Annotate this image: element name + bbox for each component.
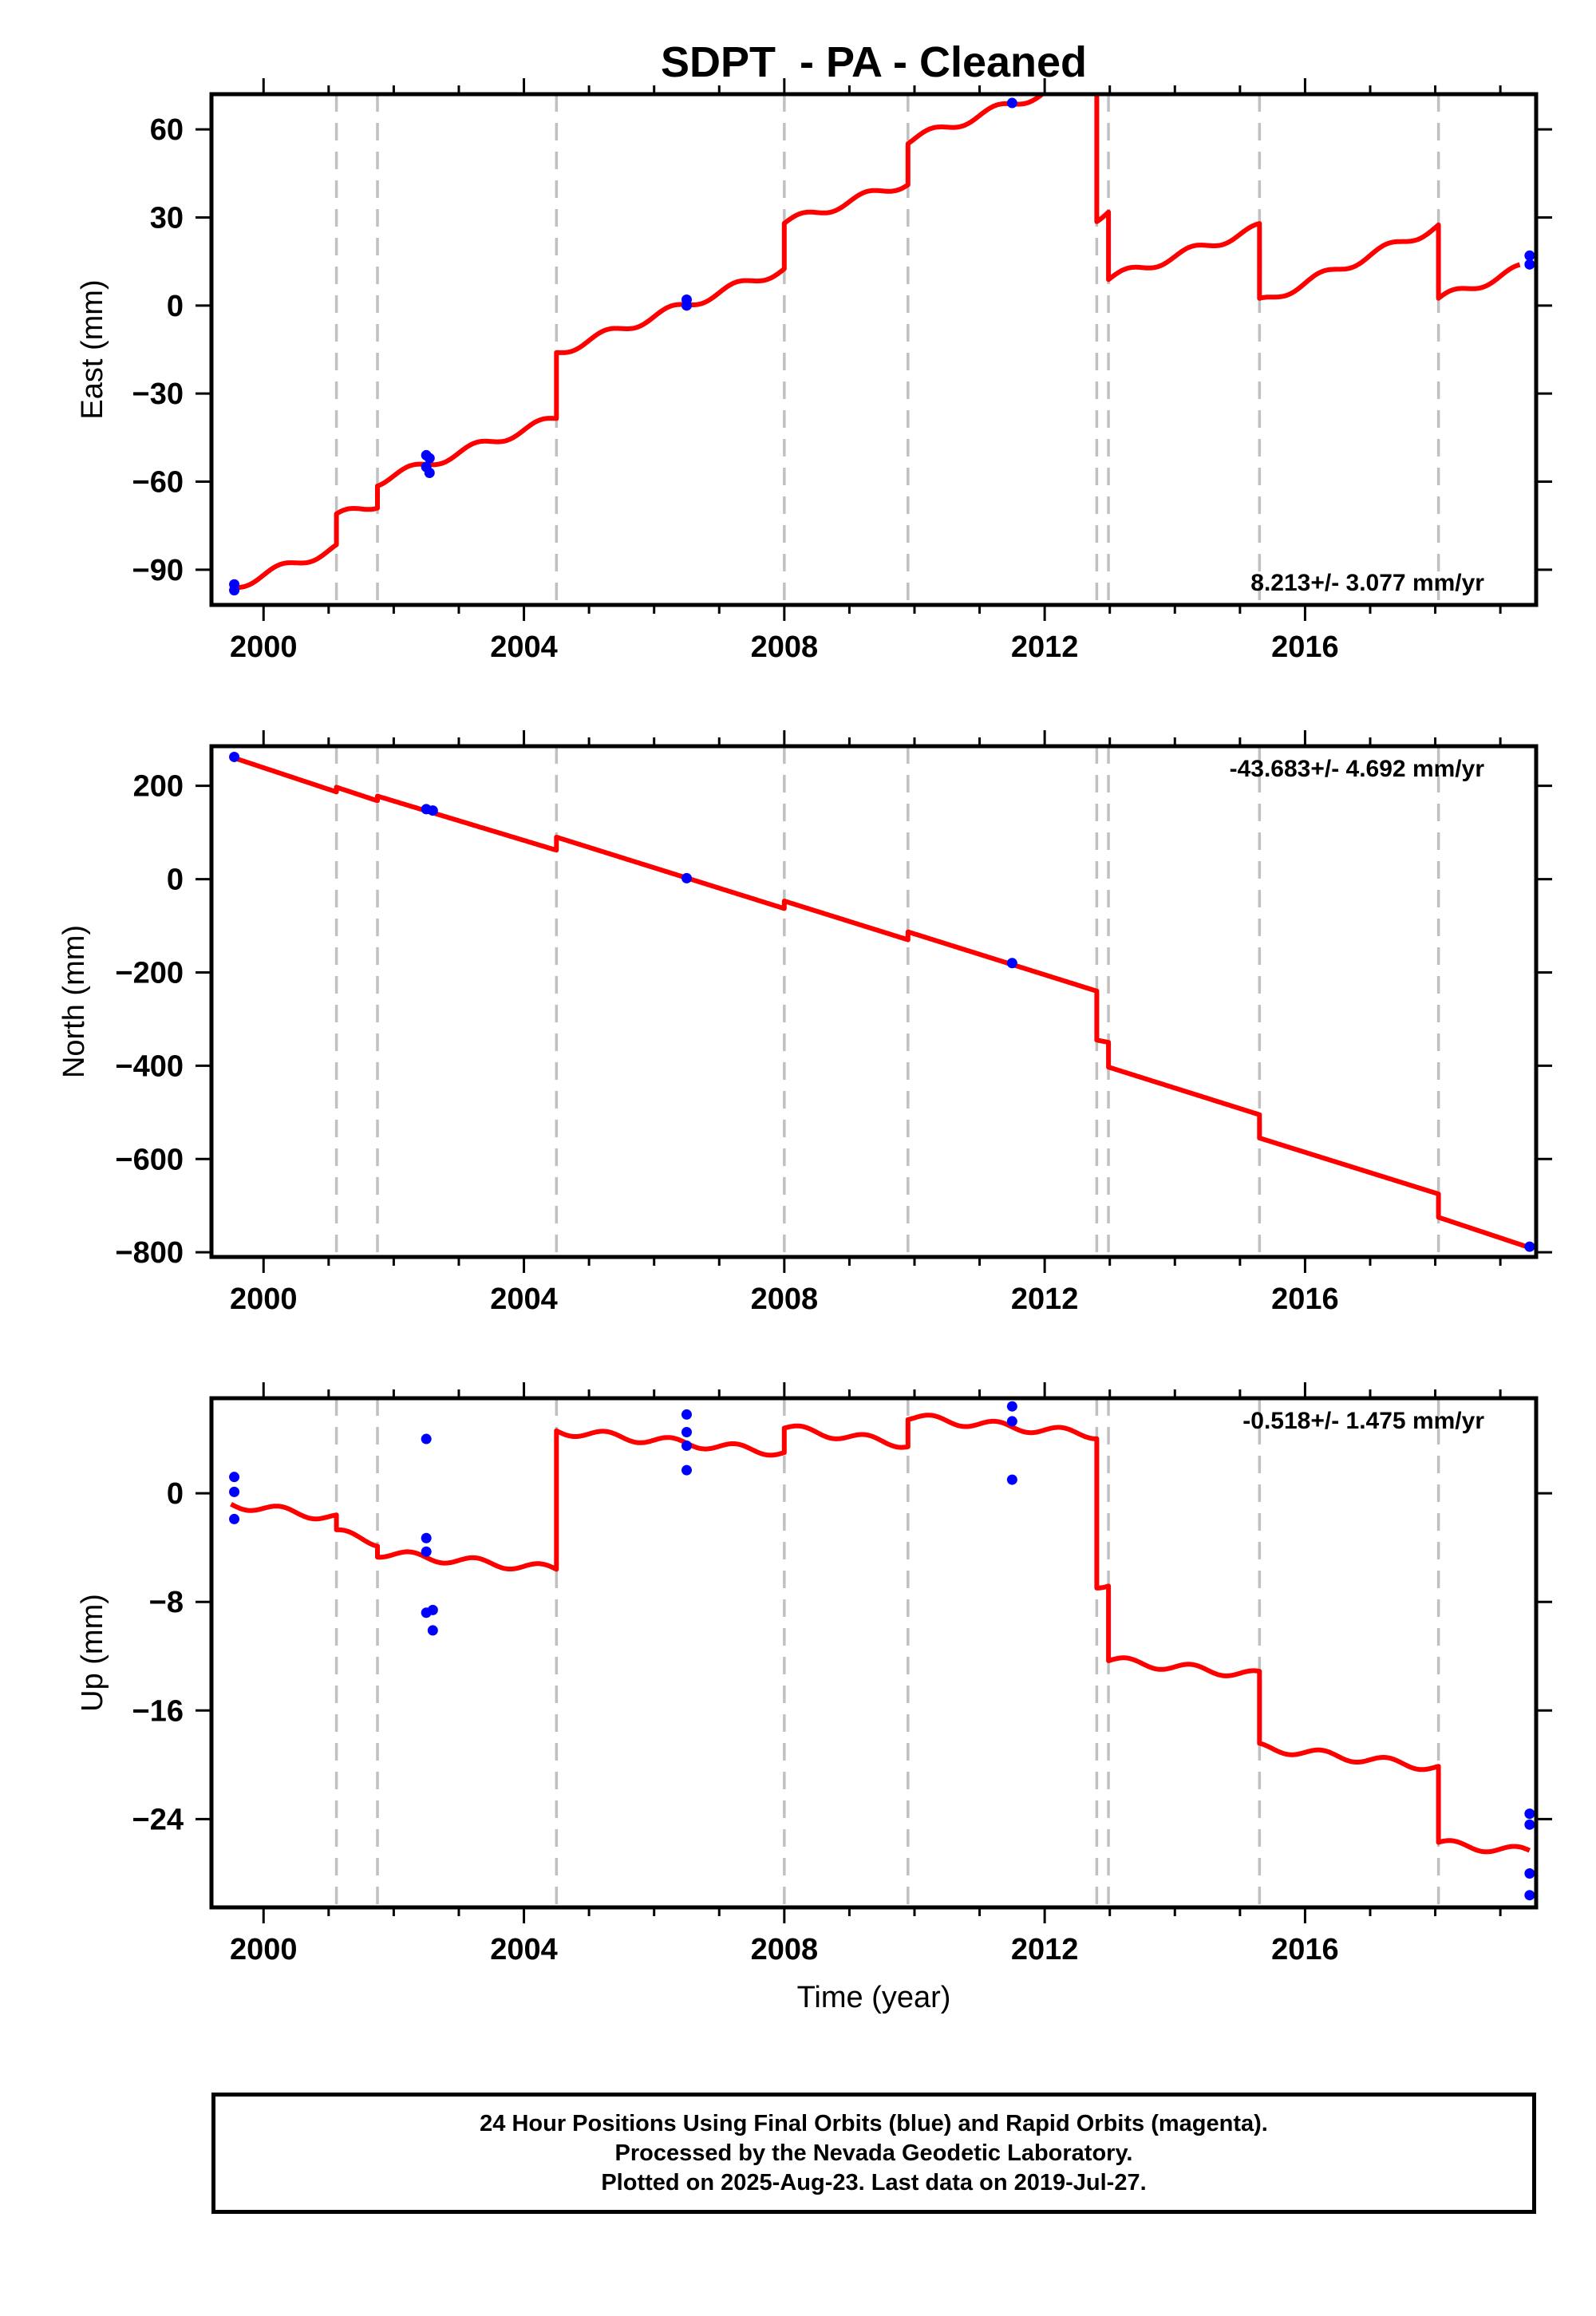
east-data-point [1007,98,1017,109]
up-plot-area [211,1398,1536,1907]
up-x-tick-label: 2012 [1011,1933,1079,1966]
up-data-point [1524,1868,1535,1879]
up-y-tick-label: −16 [132,1694,184,1728]
east-plot-area [211,94,1536,605]
up-data-point [1524,1890,1535,1900]
up-rate-label: -0.518+/- 1.475 mm/yr [1242,1408,1484,1434]
east-x-tick-label: 2012 [1011,630,1079,664]
up-data-point [1007,1416,1017,1426]
up-x-tick-label: 2016 [1271,1933,1339,1966]
up-y-tick-label: 0 [167,1477,184,1511]
north-panel: 2000 2004 2008 2012 2016 −800 −600 −400 −200 0 200… [57,730,1552,1316]
east-data-point [229,579,239,590]
north-x-tick-label: 2004 [490,1282,558,1316]
east-data-point [681,294,692,305]
north-y-tick-label: 200 [133,770,184,804]
up-x-tick-label: 2004 [490,1933,558,1966]
up-data-point [1524,1820,1535,1830]
east-panel: 2000 2004 2008 2012 2016 −90 −60 −30 0 30 60 East (… [76,78,1552,665]
east-data-point [425,468,435,478]
east-x-tick-label: 2008 [751,630,819,664]
x-axis-label: Time (year) [797,1981,951,2014]
caption-box: 24 Hour Positions Using Final Orbits (bl… [211,2093,1536,2214]
caption-line-3: Plotted on 2025-Aug-23. Last data on 201… [601,2168,1146,2198]
north-y-tick-label: −600 [115,1143,184,1176]
up-data-point [421,1434,432,1445]
up-data-point [421,1547,432,1557]
north-x-tick-label: 2008 [751,1282,819,1316]
east-y-tick-label: 0 [167,290,184,323]
up-data-point [1007,1475,1017,1485]
north-rate-label: -43.683+/- 4.692 mm/yr [1230,756,1485,782]
up-panel: 2000 2004 2008 2012 2016 −24 −16 −8 0 Up (mm) -0.5… [76,1382,1552,1966]
caption-line-1: 24 Hour Positions Using Final Orbits (bl… [480,2109,1268,2139]
up-data-point [681,1441,692,1451]
north-data-point [428,805,438,816]
north-data-point [1524,1242,1535,1252]
up-data-point [428,1605,438,1615]
north-data-point [1007,958,1017,968]
up-data-point [681,1465,692,1476]
north-x-tick-label: 2016 [1271,1282,1339,1316]
up-data-point [428,1625,438,1635]
east-data-point [425,453,435,464]
up-data-point [1524,1808,1535,1819]
up-data-point [681,1409,692,1420]
north-y-tick-label: 0 [167,864,184,897]
north-data-point [681,873,692,883]
north-y-tick-label: −200 [115,956,184,990]
up-data-point [1007,1401,1017,1412]
up-x-tick-label: 2000 [230,1933,298,1966]
north-y-tick-label: −400 [115,1049,184,1083]
caption-line-2: Processed by the Nevada Geodetic Laborat… [615,2139,1133,2168]
up-y-axis-label: Up (mm) [76,1594,109,1712]
east-y-axis-label: East (mm) [76,279,109,419]
up-y-tick-label: −8 [149,1586,184,1619]
east-rate-label: 8.213+/- 3.077 mm/yr [1250,570,1484,596]
east-y-tick-label: 30 [150,201,184,235]
figure-title: SDPT - PA - Cleaned [661,38,1087,86]
east-y-tick-label: −90 [132,554,184,587]
east-x-tick-label: 2000 [230,630,298,664]
figure-canvas: SDPT - PA - Cleaned 2000 2004 2008 2012 2016… [0,0,1596,2316]
north-y-axis-label: North (mm) [57,925,91,1078]
up-data-point [681,1427,692,1437]
east-x-tick-label: 2004 [490,630,558,664]
north-plot-area [211,746,1536,1257]
north-data-point [229,752,239,762]
east-x-tick-label: 2016 [1271,630,1339,664]
north-y-tick-label: −800 [115,1236,184,1270]
up-data-point [229,1514,239,1524]
east-y-tick-label: −60 [132,466,184,500]
east-y-tick-label: 60 [150,113,184,147]
north-x-tick-label: 2012 [1011,1282,1079,1316]
east-data-point [1524,259,1535,270]
up-data-point [229,1487,239,1497]
east-y-tick-label: −30 [132,377,184,411]
up-x-tick-label: 2008 [751,1933,819,1966]
up-data-point [229,1472,239,1482]
up-y-tick-label: −24 [132,1803,184,1836]
up-data-point [421,1533,432,1543]
north-x-tick-label: 2000 [230,1282,298,1316]
